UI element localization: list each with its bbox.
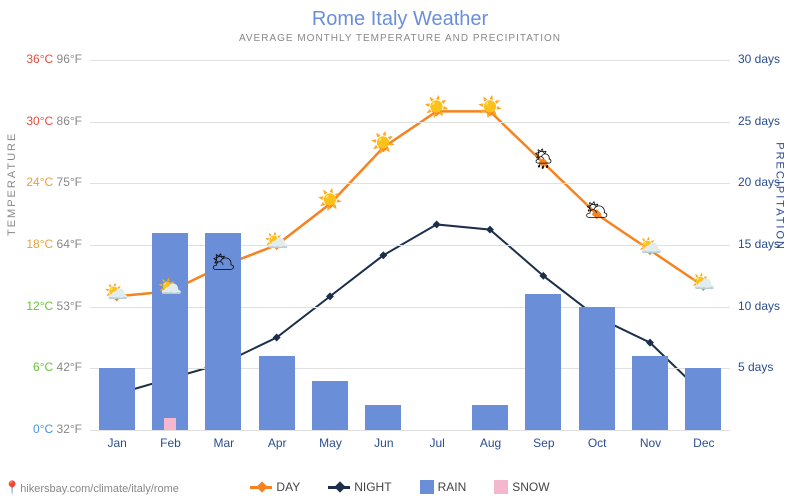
x-tick: Apr xyxy=(251,436,304,450)
grid-line xyxy=(90,183,730,184)
y-right-axis-title: PRECIPITATION xyxy=(774,142,786,251)
rain-bar xyxy=(99,368,135,430)
y-right-tick: 15 days xyxy=(738,237,798,251)
y-left-axis-title: TEMPERATURE xyxy=(6,132,18,236)
x-tick: Nov xyxy=(624,436,677,450)
legend-item: NIGHT xyxy=(328,479,391,494)
legend-item: SNOW xyxy=(494,479,549,494)
y-right-tick: 10 days xyxy=(738,299,798,313)
rain-bar xyxy=(685,368,721,430)
rain-bar xyxy=(525,294,561,430)
map-pin-icon: 📍 xyxy=(4,480,20,495)
y-left-tick: 6°C 42°F xyxy=(22,360,82,374)
rain-bar xyxy=(312,381,348,430)
y-left-tick: 12°C 53°F xyxy=(22,299,82,313)
rain-bar xyxy=(579,307,615,430)
x-tick: Dec xyxy=(677,436,730,450)
grid-line xyxy=(90,430,730,431)
rain-bar xyxy=(152,233,188,430)
rain-bar xyxy=(472,405,508,430)
rain-bar xyxy=(259,356,295,430)
legend-item: RAIN xyxy=(420,479,467,494)
chart-subtitle: AVERAGE MONTHLY TEMPERATURE AND PRECIPIT… xyxy=(0,31,800,44)
grid-line xyxy=(90,60,730,61)
source-url: hikersbay.com/climate/italy/rome xyxy=(20,483,179,495)
y-left-tick: 24°C 75°F xyxy=(22,175,82,189)
y-left-tick: 0°C 32°F xyxy=(22,422,82,436)
snow-bar xyxy=(164,418,176,430)
y-left-tick: 36°C 96°F xyxy=(22,52,82,66)
x-tick: Feb xyxy=(144,436,197,450)
y-right-tick: 5 days xyxy=(738,360,798,374)
rain-bar xyxy=(365,405,401,430)
day-marker xyxy=(112,291,122,301)
x-tick: Mar xyxy=(197,436,250,450)
x-tick: Sep xyxy=(517,436,570,450)
y-right-tick: 30 days xyxy=(738,52,798,66)
x-tick: Jan xyxy=(91,436,144,450)
plot-area: PRECIPITATION 0°C 32°F6°C 42°F12°C 53°F1… xyxy=(90,60,730,430)
rain-bar xyxy=(205,233,241,430)
y-left-tick: 30°C 86°F xyxy=(22,114,82,128)
rain-bar xyxy=(632,356,668,430)
y-left-tick: 18°C 64°F xyxy=(22,237,82,251)
x-tick: Oct xyxy=(571,436,624,450)
source-attribution: 📍hikersbay.com/climate/italy/rome xyxy=(4,480,179,496)
weather-chart: Rome Italy Weather AVERAGE MONTHLY TEMPE… xyxy=(0,0,800,500)
grid-line xyxy=(90,122,730,123)
y-right-tick: 25 days xyxy=(738,114,798,128)
night-marker xyxy=(433,220,441,228)
x-tick: Aug xyxy=(464,436,517,450)
chart-title: Rome Italy Weather xyxy=(0,0,800,31)
x-tick: May xyxy=(304,436,357,450)
x-tick: Jun xyxy=(357,436,410,450)
x-tick: Jul xyxy=(411,436,464,450)
y-right-tick: 20 days xyxy=(738,175,798,189)
legend-item: DAY xyxy=(250,479,300,494)
